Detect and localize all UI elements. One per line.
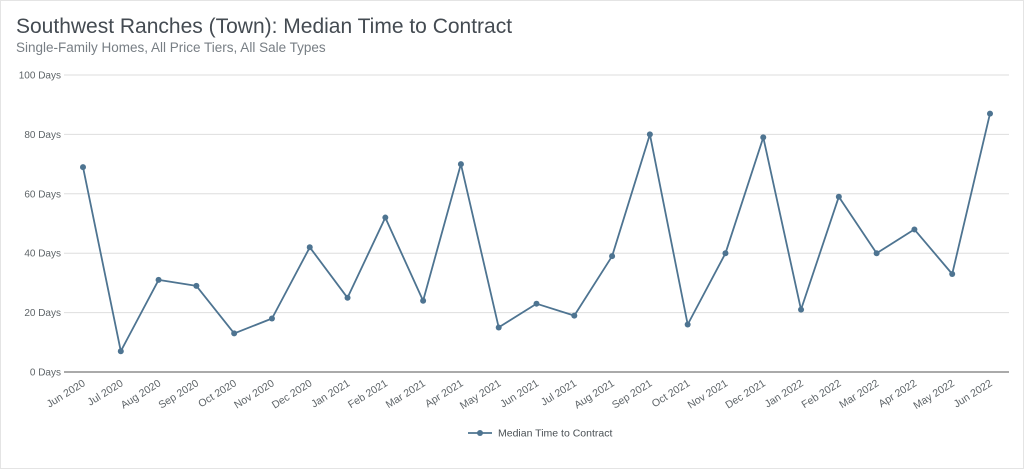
x-tick-label: Mar 2021 bbox=[384, 377, 428, 411]
data-point bbox=[873, 250, 880, 257]
x-tick-label: Dec 2020 bbox=[270, 377, 315, 411]
data-point bbox=[420, 297, 427, 304]
y-tick-label: 100 Days bbox=[19, 71, 61, 82]
data-point bbox=[911, 226, 918, 233]
data-point bbox=[155, 276, 162, 283]
x-tick-label: Oct 2020 bbox=[196, 377, 239, 410]
x-tick-label: Jan 2021 bbox=[309, 377, 352, 410]
data-point bbox=[495, 324, 502, 331]
data-point bbox=[306, 244, 313, 251]
data-point bbox=[609, 253, 616, 260]
x-tick-label: Feb 2022 bbox=[799, 377, 843, 411]
x-tick-label: Nov 2020 bbox=[232, 377, 277, 411]
data-point bbox=[231, 330, 238, 337]
data-point bbox=[646, 131, 653, 138]
x-tick-label: Jun 2022 bbox=[952, 377, 995, 410]
data-point bbox=[457, 161, 464, 168]
data-point bbox=[835, 193, 842, 200]
x-tick-label: Aug 2021 bbox=[572, 377, 617, 411]
x-tick-label: Jun 2021 bbox=[498, 377, 541, 410]
y-tick-label: 40 Days bbox=[24, 249, 61, 260]
y-tick-label: 60 Days bbox=[24, 189, 61, 200]
x-tick-label: Oct 2021 bbox=[650, 377, 693, 410]
x-tick-label: Jun 2020 bbox=[45, 377, 88, 410]
data-point bbox=[193, 282, 200, 289]
x-tick-label: May 2021 bbox=[458, 377, 504, 412]
data-point bbox=[382, 214, 389, 221]
data-point bbox=[684, 321, 691, 328]
x-tick-label: Jan 2022 bbox=[763, 377, 806, 410]
chart-subtitle: Single-Family Homes, All Price Tiers, Al… bbox=[16, 40, 326, 55]
y-tick-label: 80 Days bbox=[24, 130, 61, 141]
data-point bbox=[533, 300, 540, 307]
data-point bbox=[117, 348, 124, 355]
data-point bbox=[760, 134, 767, 141]
data-point bbox=[987, 110, 993, 117]
data-point bbox=[344, 294, 351, 301]
x-tick-label: Sep 2021 bbox=[610, 377, 655, 411]
x-tick-label: Feb 2021 bbox=[346, 377, 390, 411]
data-point bbox=[722, 250, 729, 257]
data-point bbox=[949, 270, 956, 277]
x-tick-label: Sep 2020 bbox=[156, 377, 201, 411]
legend-label: Median Time to Contract bbox=[498, 428, 612, 440]
x-tick-label: Aug 2020 bbox=[119, 377, 164, 411]
x-tick-label: May 2022 bbox=[911, 377, 957, 412]
data-point bbox=[798, 306, 805, 313]
x-tick-label: Nov 2021 bbox=[686, 377, 731, 411]
x-tick-label: Mar 2022 bbox=[837, 377, 881, 411]
y-tick-label: 0 Days bbox=[30, 368, 61, 379]
data-point bbox=[268, 315, 275, 322]
chart-title: Southwest Ranches (Town): Median Time to… bbox=[16, 15, 513, 38]
data-point bbox=[80, 164, 86, 171]
series-line bbox=[82, 113, 991, 353]
data-point bbox=[571, 312, 578, 319]
x-tick-label: Dec 2021 bbox=[723, 377, 768, 411]
y-tick-label: 20 Days bbox=[24, 308, 61, 319]
legend-swatch-marker bbox=[477, 430, 483, 436]
